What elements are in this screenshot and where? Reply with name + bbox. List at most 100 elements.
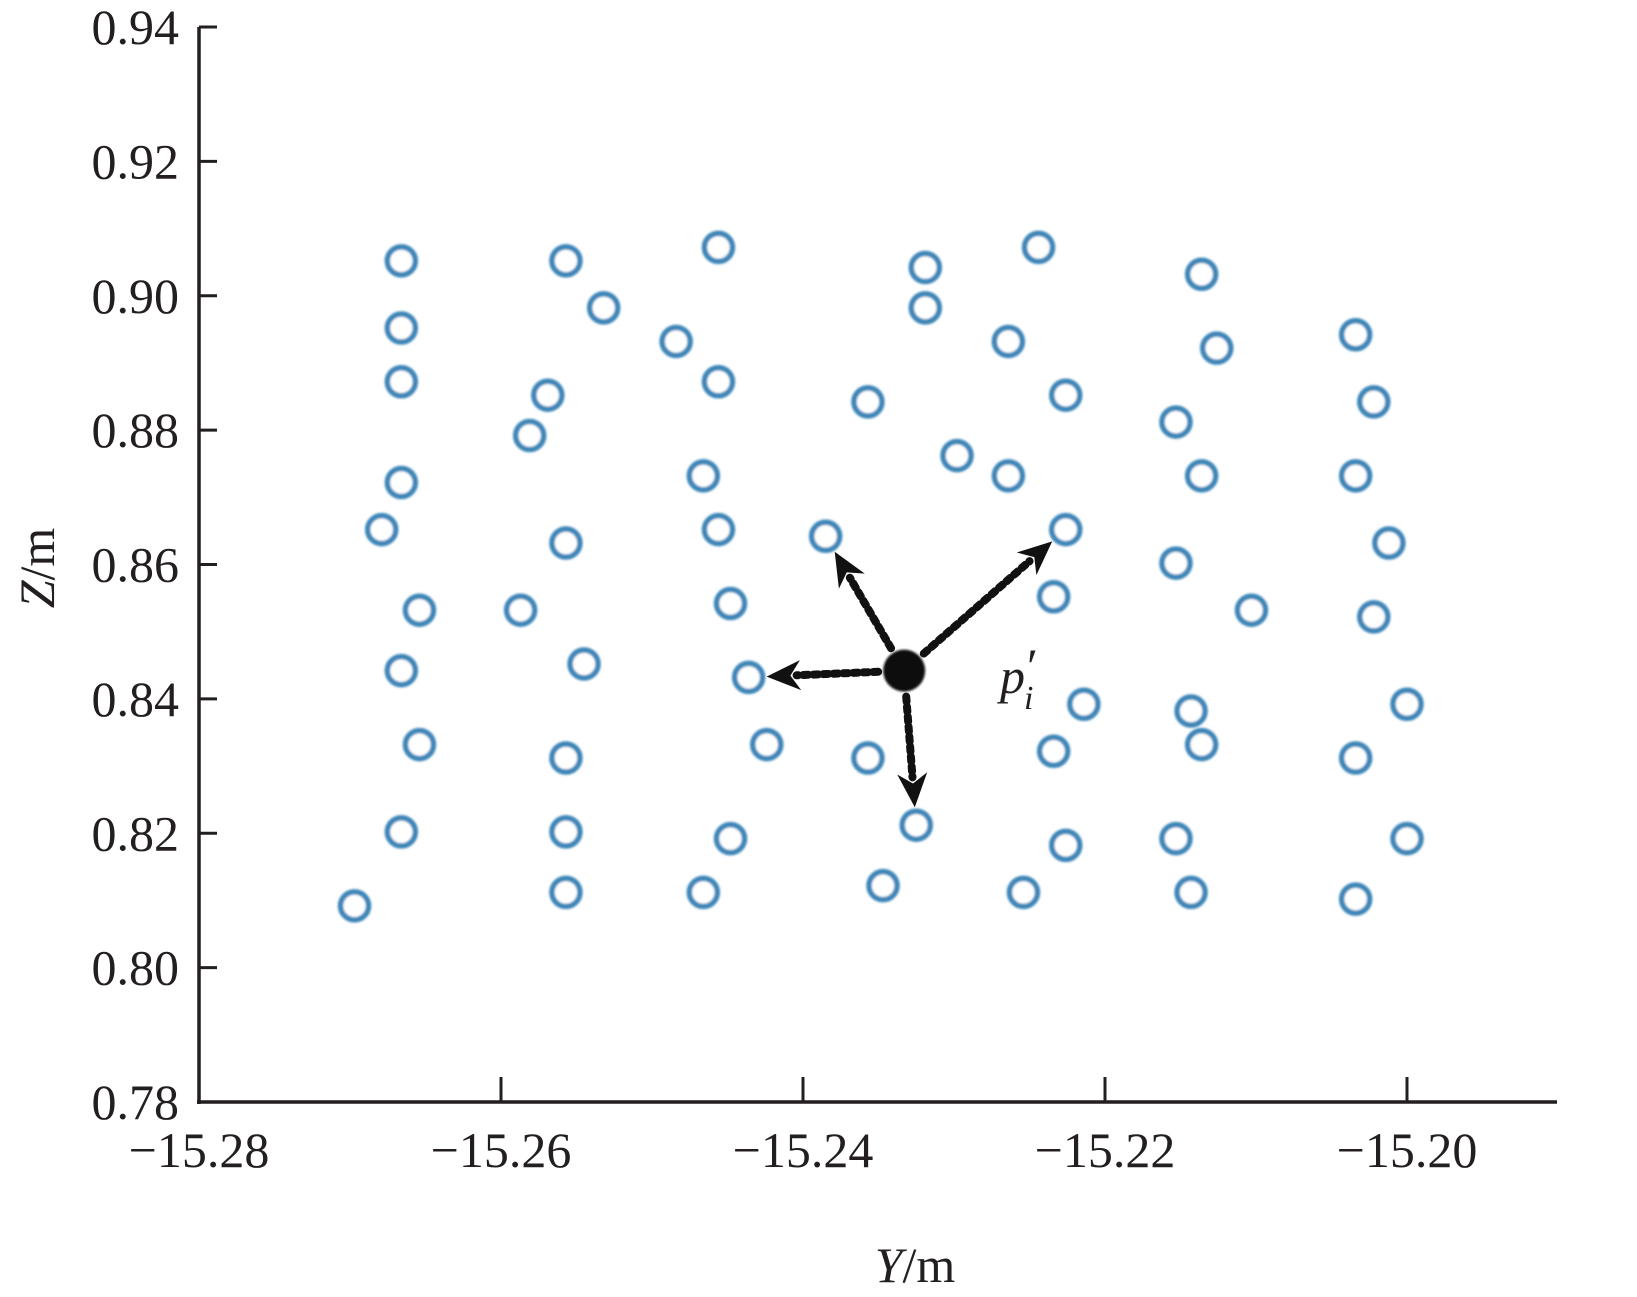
x-axis-label: Y/m <box>875 1237 956 1293</box>
y-tick-label: 0.86 <box>92 537 180 593</box>
data-point <box>659 324 693 359</box>
x-axis-ticks: −15.28 −15.26 −15.24 −15.22 −15.20 <box>129 1077 1478 1178</box>
data-point <box>851 385 885 419</box>
data-point <box>1048 512 1083 547</box>
data-point <box>1184 459 1219 493</box>
data-point <box>384 653 419 688</box>
data-point <box>851 741 885 775</box>
data-point <box>503 593 538 627</box>
x-tick-label: −15.26 <box>431 1122 572 1178</box>
arrow-head <box>766 660 802 691</box>
data-point <box>1338 741 1373 775</box>
data-point <box>549 815 583 849</box>
data-point <box>1036 734 1071 769</box>
arrow-shaft <box>902 692 917 782</box>
data-point <box>586 291 621 325</box>
data-point <box>549 526 583 560</box>
neighbor-arrows <box>766 541 1053 808</box>
x-tick-label: −15.20 <box>1337 1122 1478 1178</box>
data-point <box>1048 378 1083 412</box>
y-axis-label-unit: /m <box>9 528 65 581</box>
data-point <box>567 647 601 681</box>
x-axis-label-unit: /m <box>903 1237 956 1293</box>
data-point <box>549 741 583 775</box>
data-point <box>991 324 1026 359</box>
data-point <box>686 459 721 493</box>
data-point <box>1036 580 1071 614</box>
data-point <box>701 230 736 265</box>
data-point <box>531 378 565 412</box>
data-point <box>364 512 399 547</box>
arrow-head <box>897 772 928 808</box>
data-point <box>1067 687 1101 721</box>
data-point <box>1199 331 1234 365</box>
data-point <box>1159 546 1193 580</box>
data-point <box>384 244 419 278</box>
data-point <box>1390 821 1424 856</box>
data-point <box>1338 317 1373 352</box>
data-point <box>1021 230 1056 265</box>
data-point <box>1159 821 1193 856</box>
data-point <box>402 593 437 627</box>
y-axis-label-var: Z <box>9 579 65 608</box>
data-point <box>1357 600 1391 634</box>
data-point <box>1338 882 1373 916</box>
data-point <box>731 660 766 695</box>
data-point <box>1048 828 1083 863</box>
arrow-shaft <box>792 667 883 680</box>
data-point <box>1174 694 1208 728</box>
center-point <box>883 649 926 692</box>
data-point <box>1372 526 1406 560</box>
y-tick-label: 0.88 <box>92 402 180 458</box>
y-axis-label: Z/m <box>9 528 65 609</box>
data-point <box>750 727 784 762</box>
center-point-label-prime: ′ <box>1027 638 1038 694</box>
data-point <box>1357 385 1391 419</box>
data-point <box>1338 459 1373 493</box>
data-point <box>512 418 547 453</box>
data-point <box>384 815 419 849</box>
data-point <box>402 727 437 762</box>
center-point-label-base: p <box>997 648 1025 704</box>
arrow-shaft <box>919 557 1034 658</box>
data-point <box>1159 405 1193 439</box>
axes <box>197 27 1557 1104</box>
data-point <box>1390 687 1424 721</box>
data-point <box>549 875 583 910</box>
data-point <box>899 808 933 842</box>
data-point <box>1184 727 1219 762</box>
y-axis-ticks: 0.78 0.80 0.82 0.84 0.86 0.88 0.90 0.92 0.94 <box>92 0 217 1130</box>
y-tick-label: 0.92 <box>92 133 180 189</box>
data-point <box>808 519 843 554</box>
data-point <box>713 586 748 621</box>
data-point <box>1184 257 1219 291</box>
y-tick-label: 0.84 <box>92 671 180 727</box>
data-point <box>866 868 900 903</box>
arrow-head <box>834 551 865 589</box>
data-point <box>908 291 943 325</box>
center-point-label-subscript: i <box>1024 680 1033 717</box>
data-point <box>908 250 943 285</box>
center-point-label: p′ i <box>997 638 1038 717</box>
data-point <box>686 875 721 910</box>
x-tick-label: −15.22 <box>1035 1122 1176 1178</box>
y-tick-label: 0.82 <box>92 805 180 861</box>
data-point <box>549 244 583 278</box>
data-point <box>384 465 419 500</box>
y-tick-label: 0.78 <box>92 1074 180 1130</box>
data-point <box>701 512 736 547</box>
arrow-shaft <box>845 573 896 653</box>
data-point <box>1006 875 1041 910</box>
data-point <box>991 459 1026 493</box>
data-point <box>384 365 419 399</box>
data-point <box>384 311 419 345</box>
data-point <box>713 821 748 856</box>
y-tick-label: 0.94 <box>92 0 180 55</box>
plot-area <box>337 230 1424 923</box>
data-point <box>1174 875 1208 910</box>
y-tick-label: 0.90 <box>92 268 180 324</box>
y-tick-label: 0.80 <box>92 940 180 996</box>
data-point <box>701 365 736 399</box>
data-point <box>337 889 372 923</box>
